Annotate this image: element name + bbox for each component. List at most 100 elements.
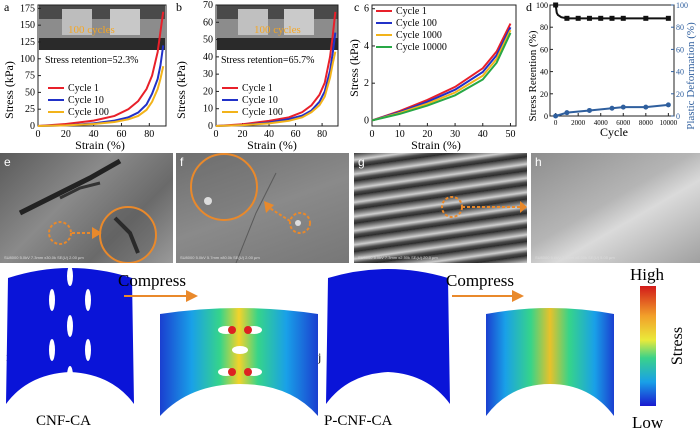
y-tick-label: 40 [203,52,213,63]
legend-label: Cycle 1000 [396,30,442,41]
data-point [553,113,559,119]
photo-cycles-label: 100 cycles [68,24,115,36]
sample-name: CNF-CA [36,413,91,429]
plot-frame [549,4,675,117]
y-tick-label: 0 [364,115,369,126]
y-axis-label-right: Plastic Deformation (%) [685,22,697,130]
x-tick-label: 0 [214,129,219,140]
x-tick-label: 6000 [616,119,631,127]
y-tick-label-left: 60 [540,45,548,54]
x-axis-label: Cycle [600,125,628,139]
legend-label: Cycle 10000 [396,42,447,53]
simulation-j: j Compress P-CNF-CA [318,269,614,429]
stress-retention-annotation: Stress retention=65.7% [221,55,314,66]
plot-frame [215,4,339,127]
y-tick-label: 0 [208,121,213,132]
y-tick-label: 4 [364,41,369,52]
sem-info-bar: SU8000 5.0kV 7.4mm x8.00k SE(U) 5.00 µm [535,255,615,260]
series-line-cycle-100 [37,65,165,127]
x-tick-label: 10000 [660,119,678,127]
y-tick-label-right: 80 [676,23,684,32]
panel-label-d: d [526,0,532,14]
zoom-circle-small [48,221,72,245]
panel-label-c: c [354,0,359,14]
data-point [598,15,604,21]
y-tick-label: 125 [20,37,35,48]
x-tick-label: 60 [291,129,301,140]
x-tick-label: 8000 [639,119,654,127]
y-tick-label: 100 [20,54,35,65]
legend-label: Cycle 100 [242,107,283,118]
data-point [586,15,592,21]
zoom-circle-small [441,196,463,218]
y-tick-label: 20 [203,86,213,97]
series-line-cycle-1 [37,11,165,127]
panel-label-e: e [4,155,11,169]
y-axis-label: Stress (kPa) [347,39,361,97]
y-tick-label-left: 100 [536,1,548,10]
x-tick-label: 40 [89,129,99,140]
sample-name: P-CNF-CA [324,413,393,429]
chart-b: b Stress (kPa) Strain (%) 100 cycles Str… [174,0,339,152]
y-tick-label-left: 80 [540,23,548,32]
zoom-circle-large [190,153,258,221]
undeformed-sample [326,269,450,404]
y-axis-label: Stress (kPa) [174,61,188,119]
y-tick-label-right: 100 [676,1,688,10]
compressed-sample [486,308,614,416]
legend-label: Cycle 100 [396,18,437,29]
plot-frame [37,4,167,127]
x-tick-label: 0 [36,129,41,140]
stress-colorbar: High Stress Low [630,265,686,432]
data-point [553,2,559,8]
x-axis-label: Strain (%) [247,138,297,152]
photo-cycles-label: 100 cycles [254,24,301,36]
x-tick-label: 80 [144,129,154,140]
y-tick-label: 60 [203,17,213,28]
x-tick-label: 4000 [594,119,609,127]
y-tick-label: 50 [25,87,35,98]
data-point [586,107,592,113]
zoom-circle-large [99,206,157,263]
legend-label: Cycle 100 [68,107,109,118]
y-tick-label-left: 40 [540,68,548,77]
x-tick-label: 60 [116,129,126,140]
x-tick-label: 50 [505,129,515,140]
panel-label-g: g [358,155,365,169]
x-axis-label: Strain (%) [411,138,461,152]
sem-info-bar: SU8000 5.0kV 5.7mm x80.0k SE(U) 2.00 µm [180,255,260,260]
legend-label: Cycle 10 [68,95,104,106]
y-tick-label: 150 [20,20,35,31]
data-point [665,102,671,108]
y-tick-label: 70 [203,0,213,11]
legend-label: Cycle 1 [242,83,273,94]
panel-label-j: j [318,350,321,364]
sem-image-e: e SU8000 5.0kV 7.3mm x30.0k SE(U) 2.00 µ… [0,153,173,263]
y-tick-label: 175 [20,3,35,14]
data-point [564,15,570,21]
panel-label-b: b [176,0,182,14]
sem-image-f: f SU8000 5.0kV 5.7mm x80.0k SE(U) 2.00 µ… [176,153,349,263]
x-tick-label: 40 [264,129,274,140]
x-tick-label: 80 [317,129,327,140]
legend-label: Cycle 1 [396,6,427,17]
data-point [665,15,671,21]
y-tick-label: 10 [203,104,213,115]
plot-frame [371,4,517,127]
y-tick-label-right: 40 [676,68,684,77]
x-tick-label: 10 [395,129,405,140]
y-tick-label: 25 [25,104,35,115]
data-point [575,15,581,21]
data-point [620,15,626,21]
x-tick-label: 2000 [571,119,586,127]
x-tick-label: 0 [370,129,375,140]
data-point [643,15,649,21]
y-tick-label: 2 [364,78,369,89]
legend-label: Cycle 10 [242,95,278,106]
x-tick-label: 40 [478,129,488,140]
colorbar-gradient [640,286,656,406]
y-tick-label-left: 0 [544,112,548,121]
stress-retention-annotation: Stress retention=52.3% [45,55,138,66]
y-axis-label-left: Stress Retention (%) [527,30,539,121]
sem-info-bar: SU8000 5.0kV 7.3mm x30.0k SE(U) 2.00 µm [4,255,84,260]
